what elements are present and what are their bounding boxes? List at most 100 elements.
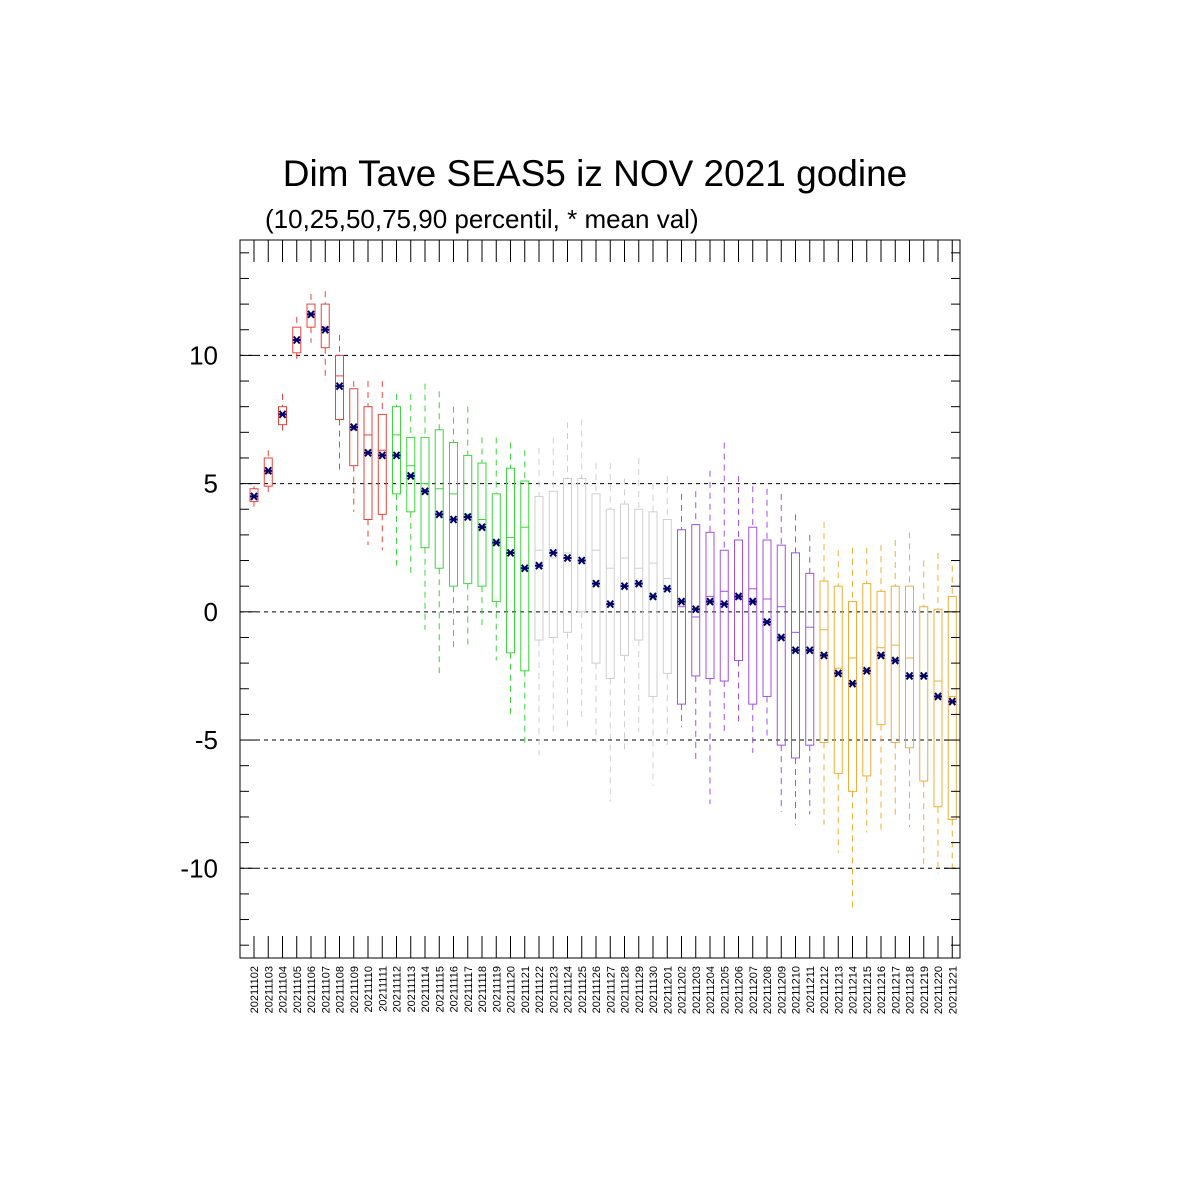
mean-stroke <box>549 548 558 557</box>
x-tick-label: 20211221 <box>947 966 959 1014</box>
x-tick-label: 20211107 <box>320 966 332 1013</box>
x-tick-label: 20211201 <box>662 966 674 1014</box>
mean-stroke <box>848 679 857 688</box>
box-iqr <box>805 572 815 746</box>
box-iqr <box>506 467 515 654</box>
x-tick-label: 20211209 <box>776 966 788 1014</box>
box-iqr <box>363 406 373 521</box>
mean-marker <box>292 335 301 345</box>
mean-stroke <box>891 656 900 665</box>
mean-marker <box>421 487 429 496</box>
x-tick-label: 20211129 <box>634 966 646 1013</box>
x-tick-label: 20211103 <box>263 966 275 1013</box>
mean-stroke <box>278 410 287 419</box>
box-iqr <box>762 539 772 697</box>
plot-frame <box>239 239 961 959</box>
x-tick-label: 20211207 <box>748 966 760 1014</box>
x-tick-label: 20211220 <box>933 966 945 1014</box>
box-20211109 <box>349 381 359 512</box>
box-20211213 <box>833 550 843 853</box>
mean-stroke <box>335 382 344 391</box>
box-iqr <box>776 544 786 746</box>
x-tick-label: 20211119 <box>491 966 503 1013</box>
y-tick-labels: -10 -5 0 5 10 <box>180 340 218 883</box>
box-20211108 <box>335 334 344 471</box>
x-tick-label: 20211205 <box>719 966 731 1014</box>
mean-marker <box>862 666 871 675</box>
mean-marker <box>848 679 857 688</box>
box-20211219 <box>919 560 929 866</box>
box-iqr <box>848 601 857 792</box>
box-iqr <box>947 595 957 821</box>
mean-marker <box>834 669 843 678</box>
box-20211206 <box>734 475 743 725</box>
box-iqr <box>691 524 701 677</box>
boxes <box>249 291 957 910</box>
box-20211125 <box>577 419 587 720</box>
x-tick-label: 20211219 <box>919 966 931 1014</box>
x-tick-label: 20211212 <box>819 966 831 1014</box>
mean-stroke <box>734 592 743 601</box>
box-iqr <box>862 583 872 777</box>
box-iqr <box>548 490 558 638</box>
x-tick-label: 20211206 <box>734 966 746 1014</box>
box-iqr <box>705 531 715 679</box>
x-tick-labels: 20211102 20211103 20211104 20211105 20211106… <box>249 966 959 1014</box>
mean-marker <box>349 423 358 432</box>
mean-stroke <box>421 487 429 496</box>
x-tick-label: 20211115 <box>434 966 446 1013</box>
mean-marker <box>934 692 942 701</box>
mean-marker <box>706 597 714 606</box>
mean-stroke <box>748 597 757 606</box>
x-tick-label: 20211124 <box>563 966 575 1013</box>
mean-stroke <box>777 633 786 642</box>
box-iqr <box>933 608 943 808</box>
y-tick-label: -10 <box>180 853 218 883</box>
box-20211128 <box>620 478 629 751</box>
box-20211107 <box>320 291 330 382</box>
mean-stroke <box>862 666 871 675</box>
x-tick-label: 20211118 <box>477 966 489 1013</box>
mean-stroke <box>919 671 928 681</box>
mean-marker <box>520 564 529 573</box>
box-20211127 <box>605 463 615 802</box>
box-20211126 <box>591 463 601 743</box>
mean-marker <box>905 671 914 681</box>
box-20211114 <box>420 383 430 630</box>
box-iqr <box>748 526 758 705</box>
mean-marker <box>748 597 757 606</box>
mean-stroke <box>307 310 315 319</box>
mean-stroke <box>264 466 273 475</box>
mean-stroke <box>820 651 828 660</box>
box-20211113 <box>406 393 416 574</box>
box-20211120 <box>506 442 515 715</box>
mean-stroke <box>905 671 914 681</box>
box-iqr <box>833 585 843 774</box>
x-tick-label: 20211126 <box>591 966 603 1013</box>
mean-marker <box>563 553 572 563</box>
box-20211216 <box>876 545 886 830</box>
mean-marker <box>891 656 900 665</box>
mean-marker <box>691 605 700 614</box>
x-tick-label: 20211110 <box>363 966 375 1013</box>
mean-stroke <box>763 617 771 627</box>
x-tick-label: 20211208 <box>762 966 774 1014</box>
mean-stroke <box>463 512 472 522</box>
x-tick-label: 20211210 <box>791 966 803 1014</box>
mean-marker <box>250 492 258 501</box>
mean-stroke <box>791 646 800 655</box>
mean-stroke <box>634 579 643 588</box>
box-20211212 <box>819 522 829 825</box>
mean-stroke <box>406 471 415 481</box>
box-20211215 <box>862 547 872 833</box>
mean-marker <box>634 579 643 588</box>
x-tick-label: 20211204 <box>705 966 717 1014</box>
box-20211118 <box>477 437 487 628</box>
box-iqr <box>434 429 444 569</box>
box-iqr <box>605 508 615 679</box>
mean-marker <box>805 646 814 655</box>
mean-stroke <box>606 599 615 609</box>
mean-stroke <box>691 605 700 614</box>
box-iqr <box>377 413 387 515</box>
box-iqr <box>890 585 900 744</box>
